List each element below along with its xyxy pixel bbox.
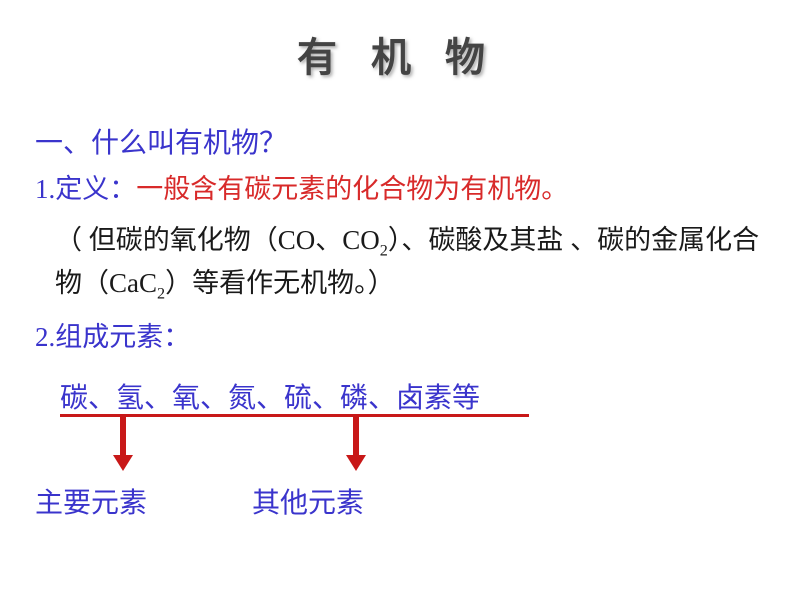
composition-label: 2.组成元素： — [0, 315, 794, 354]
elements-diagram: 碳、氢、氧、氮、硫、磷、卤素等 — [0, 376, 794, 416]
page-title: 有 机 物 — [0, 0, 794, 83]
exception-text: （ 但碳的氧化物（CO、CO2）、碳酸及其盐 、碳的金属化合物（CaC2）等看作… — [0, 220, 794, 305]
section-header: 一、什么叫有机物？ — [0, 121, 794, 161]
arrow-line — [120, 417, 126, 455]
arrow-line — [353, 417, 359, 455]
main-elements-label: 主要元素 — [35, 481, 147, 521]
exception-prefix: （ 但碳的氧化物（CO、CO — [55, 225, 380, 255]
elements-list: 碳、氢、氧、氮、硫、磷、卤素等 — [60, 376, 480, 416]
labels-row: 主要元素 其他元素 — [0, 481, 794, 521]
exception-sub2: 2 — [157, 284, 165, 302]
arrow-main — [120, 417, 133, 471]
definition-line: 1.定义：一般含有碳元素的化合物为有机物。 — [0, 167, 794, 206]
arrow-head-icon — [346, 455, 366, 471]
arrow-other — [353, 417, 366, 471]
other-elements-label: 其他元素 — [252, 481, 364, 521]
arrow-head-icon — [113, 455, 133, 471]
definition-label: 1.定义： — [35, 174, 136, 204]
exception-sub1: 2 — [380, 241, 388, 259]
definition-content: 一般含有碳元素的化合物为有机物。 — [136, 174, 568, 204]
exception-suffix: ）等看作无机物。） — [165, 268, 395, 298]
